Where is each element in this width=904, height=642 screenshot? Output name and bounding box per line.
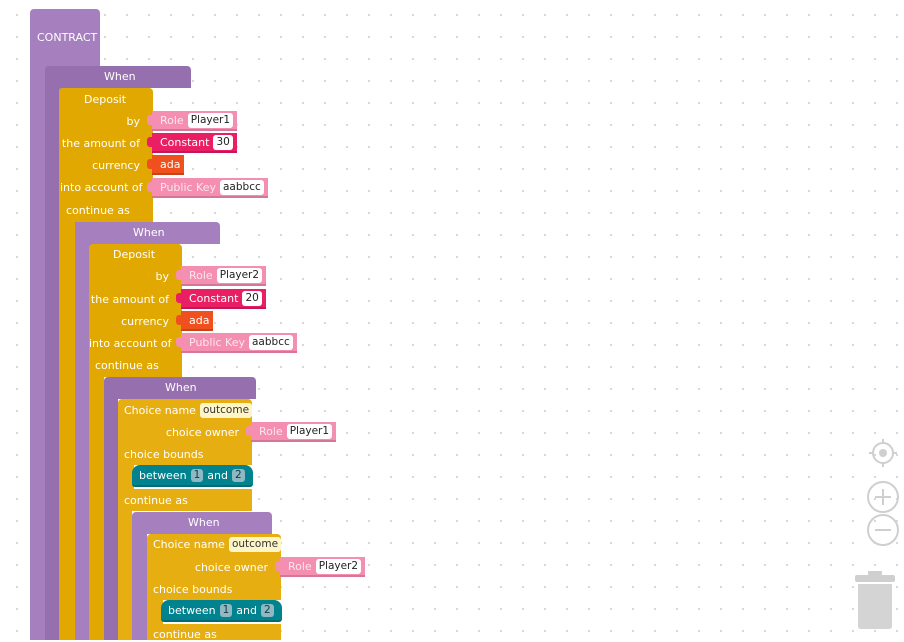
trash-button[interactable] [852,568,898,630]
by-label-2: by [155,270,170,283]
role-block-player1[interactable]: Role Player1 [147,111,238,131]
currency-label-1: currency [92,159,140,172]
amount-label-1: the amount of [61,137,140,150]
constant-value-field[interactable]: 20 [242,290,262,306]
contract-label: CONTRACT [37,31,98,44]
bound-to-field[interactable]: 2 [231,468,245,482]
choice-name-field[interactable]: outcome [199,403,253,418]
deposit-block-1-stem [59,222,75,640]
bound-block-1[interactable]: between 1 and 2 [132,465,253,487]
when-block-1-body [45,88,59,640]
when-label-1: When [104,70,136,83]
choice-owner-label-2: choice owner [194,561,268,574]
role-label: Role [288,559,312,573]
choice-name-text: Choice name [124,403,196,417]
currency-label-2: currency [121,315,169,328]
choice-owner-label-1: choice owner [165,426,239,439]
bound-from-field[interactable]: 1 [219,603,233,617]
deposit-block-2[interactable] [89,244,182,377]
role-block-player2[interactable]: Role Player2 [176,266,267,286]
role-block-choice-owner-2[interactable]: Role Player2 [275,557,366,577]
constant-block-30[interactable]: Constant 30 [147,133,237,153]
currency-block-ada[interactable]: ada [147,155,185,175]
when-block-3[interactable] [104,377,256,399]
public-key-label: Public Key [160,180,216,194]
role-label: Role [259,424,283,438]
amount-label-2: the amount of [90,293,169,306]
role-label: Role [160,113,184,127]
role-block-choice-owner-1[interactable]: Role Player1 [246,422,337,442]
crosshair-icon [869,439,897,467]
into-account-label-1: into account of [60,181,143,194]
choice-bounds-label-1: choice bounds [124,448,204,461]
when-block-4[interactable] [132,512,272,534]
into-account-label-2: into account of [89,337,172,350]
when-block-1[interactable] [45,66,191,88]
role-name-field[interactable]: Player1 [286,423,333,439]
plus-circle-icon [867,481,899,513]
deposit-label-2: Deposit [113,248,156,261]
choice-bounds-label-2: choice bounds [153,583,233,596]
public-key-field[interactable]: aabbcc [249,334,293,350]
deposit-block-2-stem [89,377,104,640]
zoom-in-button[interactable] [866,480,900,514]
zoom-out-button[interactable] [866,513,900,547]
role-label: Role [189,268,213,282]
choice-name-label-1: Choice name outcome [124,403,253,418]
role-name-field[interactable]: Player2 [216,267,263,283]
bound-to-field[interactable]: 2 [260,603,274,617]
currency-value: ada [189,313,210,327]
trash-icon [855,571,895,629]
continue-as-label-3: continue as [124,494,188,507]
constant-value-field[interactable]: 30 [213,134,233,150]
public-key-block-2[interactable]: Public Key aabbcc [176,333,297,353]
choice-block-2-tail [147,624,281,640]
when-block-4-body [132,534,147,640]
constant-label: Constant [160,135,210,149]
when-label-2: When [133,226,165,239]
when-block-2[interactable] [75,222,220,244]
choice-block-1-mid [118,465,134,489]
choice-name-label-2: Choice name outcome [153,537,282,552]
choice-block-1-stem [118,511,132,640]
continue-as-label-2: continue as [95,359,159,372]
bound-block-2[interactable]: between 1 and 2 [161,600,282,622]
between-label: between [168,603,216,617]
role-name-field[interactable]: Player2 [315,558,362,574]
public-key-label: Public Key [189,335,245,349]
public-key-block-1[interactable]: Public Key aabbcc [147,178,268,198]
constant-block-20[interactable]: Constant 20 [176,289,266,309]
bound-from-field[interactable]: 1 [190,468,204,482]
currency-value: ada [160,157,181,171]
constant-label: Constant [189,291,239,305]
and-label: and [207,468,228,482]
deposit-label-1: Deposit [84,93,127,106]
minus-circle-icon [867,514,899,546]
choice-block-2-mid [147,600,163,624]
when-block-2-body [75,244,89,640]
continue-as-label-1: continue as [66,204,130,217]
currency-block-ada-2[interactable]: ada [176,311,214,331]
when-block-3-body [104,399,118,640]
choice-block-1-tail [118,489,252,511]
when-label-4: When [188,516,220,529]
when-label-3: When [165,381,197,394]
choice-name-field[interactable]: outcome [228,537,282,552]
and-label: and [236,603,257,617]
between-label: between [139,468,187,482]
role-name-field[interactable]: Player1 [187,112,234,128]
deposit-block-1[interactable] [59,88,153,222]
by-label-1: by [126,115,141,128]
public-key-field[interactable]: aabbcc [220,179,264,195]
recenter-button[interactable] [868,438,898,468]
choice-name-text: Choice name [153,537,225,551]
continue-as-label-4: continue as [153,628,217,641]
